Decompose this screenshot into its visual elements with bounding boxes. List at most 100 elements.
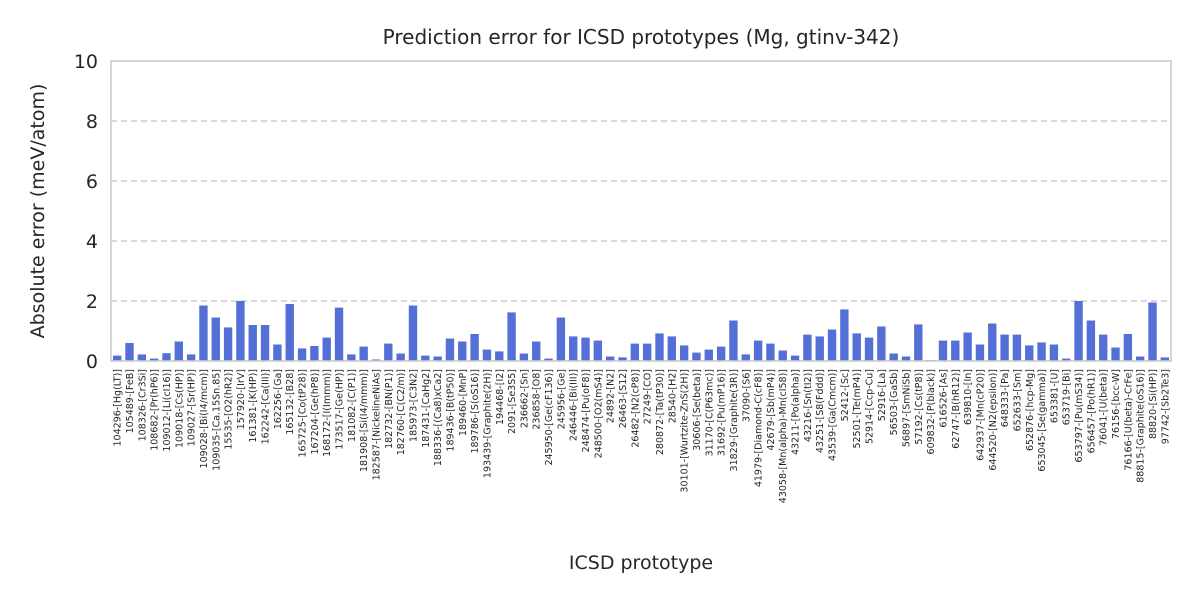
bar bbox=[1086, 320, 1096, 361]
x-tick-label: 104296-[Hg(LT)] bbox=[113, 369, 124, 446]
x-tick-label: 24892-[N2] bbox=[606, 369, 617, 423]
bar bbox=[482, 349, 492, 361]
x-tick-label: 30606-[Se(beta)] bbox=[692, 369, 703, 451]
x-tick-label: 181908-[Si(I4/mmm)] bbox=[359, 369, 370, 472]
y-tick-label: 4 bbox=[86, 231, 98, 253]
bar bbox=[359, 346, 368, 361]
x-tick-label: 109012-[Li(cI16)] bbox=[162, 369, 173, 452]
x-tick-label: 76156-[bcc-W] bbox=[1111, 369, 1122, 439]
x-tick-label: 185973-[C3N2] bbox=[408, 369, 419, 442]
x-tick-label: 52412-[Sc] bbox=[840, 369, 851, 421]
x-tick-label: 165725-[Co(tP28)] bbox=[298, 369, 309, 458]
bar bbox=[260, 325, 270, 361]
x-tick-label: 31692-[Pu(mP16)] bbox=[717, 369, 728, 456]
plot-frame bbox=[110, 60, 1172, 362]
bar bbox=[901, 356, 911, 361]
bar bbox=[1062, 358, 1071, 361]
bar bbox=[630, 343, 640, 361]
x-tick-label: 245956-[Ge] bbox=[556, 369, 567, 429]
x-tick-label: 26463-[S12] bbox=[618, 369, 629, 428]
bars bbox=[112, 301, 1170, 361]
x-tick-label: 246446-[Bi(III)] bbox=[569, 369, 580, 441]
bar bbox=[137, 354, 146, 361]
x-tick-label: 109018-[Cs(HP)] bbox=[174, 369, 185, 448]
y-tick-label: 8 bbox=[86, 111, 98, 133]
x-tick-label: 162256-[Ga] bbox=[273, 369, 284, 429]
bar bbox=[655, 333, 664, 361]
bar bbox=[556, 317, 566, 361]
bar bbox=[815, 336, 824, 361]
bar bbox=[704, 349, 713, 361]
x-tick-label: 280872-[Ta(tP30)] bbox=[655, 369, 666, 455]
bar bbox=[692, 352, 701, 361]
bar bbox=[1148, 302, 1157, 361]
x-tick-label: 27249-[CO] bbox=[643, 369, 654, 424]
bar bbox=[840, 309, 849, 361]
bar bbox=[310, 346, 319, 361]
x-tick-label: 193439-[Graphite(2H)] bbox=[482, 369, 493, 478]
bar bbox=[753, 340, 763, 361]
bar bbox=[1099, 334, 1108, 361]
x-tick-label: 648333-[Pa] bbox=[1000, 369, 1011, 427]
x-tick-label: 42679-[Sb(mP4)] bbox=[766, 369, 777, 451]
x-tick-label: 161381-[K(HP)] bbox=[248, 369, 259, 443]
bar bbox=[741, 354, 750, 361]
x-tick-label: 236858-[O8] bbox=[532, 369, 543, 430]
bar bbox=[593, 340, 603, 361]
x-tick-label: 88820-[Si(HP)] bbox=[1148, 369, 1159, 439]
x-tick-label: 37090-[S6] bbox=[741, 369, 752, 422]
bar bbox=[1111, 347, 1120, 361]
x-tick-label: 76166-[U(beta)-CrFe] bbox=[1123, 369, 1134, 471]
x-tick-label: 108682-[Pr(hP6)] bbox=[150, 369, 161, 451]
y-tick-label: 0 bbox=[86, 351, 98, 373]
x-tick-label: 56897-[SmNiSb] bbox=[902, 369, 913, 447]
bar bbox=[729, 320, 738, 361]
x-tick-label: 639810-[In] bbox=[963, 369, 974, 425]
bar bbox=[532, 341, 541, 361]
bar bbox=[1025, 345, 1034, 361]
x-tick-label: 43216-[Sn(tI2)] bbox=[803, 369, 814, 442]
x-tick-label: 609832-[P(black)] bbox=[926, 369, 937, 454]
bar bbox=[803, 334, 812, 361]
bar bbox=[975, 344, 985, 361]
x-tick-label: 194468-[I2] bbox=[495, 369, 506, 425]
bar bbox=[248, 325, 257, 361]
x-tick-label: 653045-[Se(gamma)] bbox=[1037, 369, 1048, 472]
bar bbox=[790, 355, 800, 361]
x-tick-label: 652633-[Sm] bbox=[1012, 369, 1023, 431]
x-tick-label: 88815-[Graphite(oS16)] bbox=[1136, 369, 1147, 483]
bar bbox=[1000, 334, 1009, 361]
x-tick-label: 43211-[Po(alpha)] bbox=[791, 369, 802, 455]
x-tick-label: 43058-[Mn(alpha)-Mn(cI58)] bbox=[778, 369, 789, 503]
x-tick-label: 109027-[Sr(HP)] bbox=[187, 369, 198, 446]
x-tick-label: 653719-[Bi] bbox=[1062, 369, 1073, 425]
bar bbox=[606, 356, 615, 361]
x-tick-label: 245950-[Ge(cF136)] bbox=[544, 369, 555, 466]
bar bbox=[852, 333, 861, 361]
bar bbox=[174, 341, 183, 361]
x-tick-label: 248474-[Pu(oF8)] bbox=[581, 369, 592, 452]
y-tick-label: 10 bbox=[74, 51, 98, 73]
bar bbox=[778, 350, 787, 361]
bar bbox=[408, 305, 418, 361]
bar bbox=[951, 340, 960, 361]
x-tick-label: 26482-[N2(cP8)] bbox=[630, 369, 641, 448]
x-tick-label: 97742-[Sb2Te3] bbox=[1160, 369, 1171, 444]
x-tick-label: 43251-[S8(Fddd)] bbox=[815, 369, 826, 453]
x-tick-label: 168172-[I(Immm)] bbox=[322, 369, 333, 457]
bar bbox=[125, 343, 134, 361]
bar bbox=[1123, 334, 1133, 361]
x-tick-label: 189786-[S(oS16)] bbox=[470, 369, 481, 453]
bar bbox=[285, 304, 294, 361]
x-tick-label: 108326-[Cr3Si] bbox=[137, 369, 148, 441]
bar bbox=[470, 334, 479, 361]
x-tick-label: 31829-[Graphite(3R)] bbox=[729, 369, 740, 471]
bar bbox=[433, 356, 442, 361]
x-tick-label: 28540-[H2] bbox=[667, 369, 678, 423]
bar bbox=[519, 353, 529, 361]
bar bbox=[112, 355, 122, 361]
x-tick-label: 56503-[GaSb] bbox=[889, 369, 900, 435]
x-tick-label: 30101-[Wurtzite-ZnS(2H)] bbox=[680, 369, 691, 493]
x-tick-label: 181082-[C(P1)] bbox=[347, 369, 358, 442]
